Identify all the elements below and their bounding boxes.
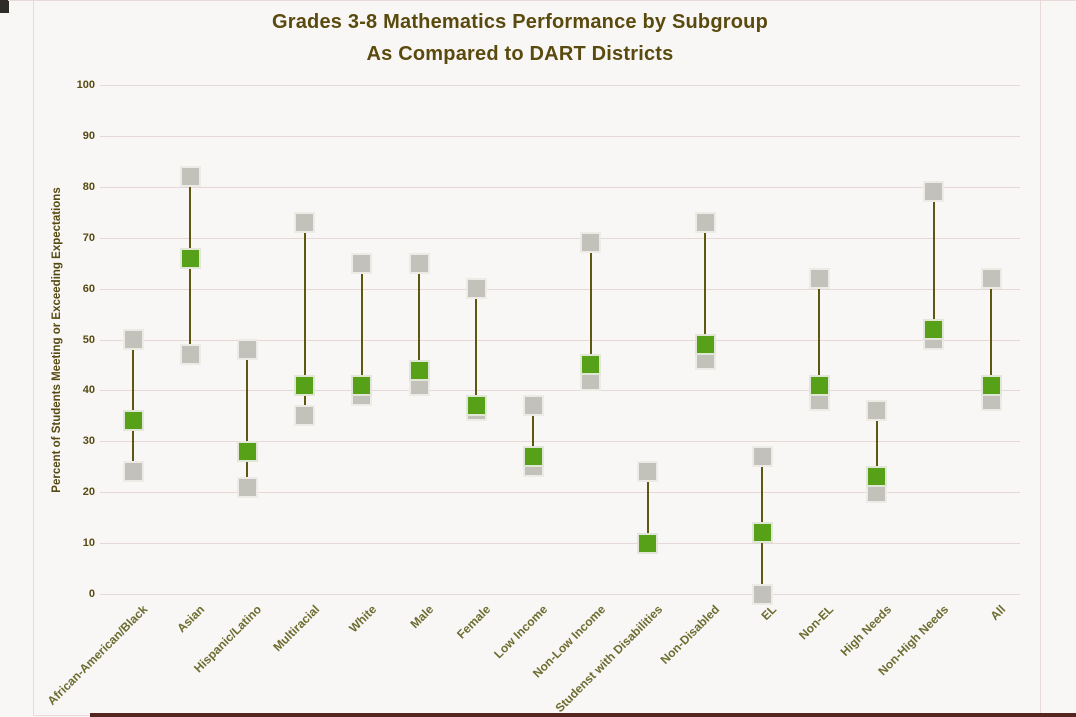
hilo-connector-line	[132, 339, 134, 472]
hilo-connector-line	[646, 471, 649, 544]
district-value-marker	[580, 354, 602, 376]
dart-high-marker	[408, 252, 430, 274]
dart-high-marker	[637, 461, 659, 483]
category-label: African-American/Black	[44, 602, 151, 708]
district-value-marker	[236, 440, 258, 462]
district-value-marker	[808, 374, 830, 396]
hilo-connector-line	[990, 278, 992, 401]
chart-border-left	[33, 0, 34, 716]
y-tick-label: 100	[76, 79, 95, 91]
hilo-connector-line	[246, 349, 249, 488]
chart-title: Grades 3-8 Mathematics Performance by Su…	[33, 6, 1007, 70]
district-value-marker	[294, 374, 316, 396]
gridline	[100, 339, 1020, 341]
district-value-marker	[179, 247, 201, 269]
dart-low-marker	[236, 476, 258, 498]
district-value-marker	[465, 395, 487, 417]
y-tick-label: 90	[82, 129, 95, 142]
gridline	[100, 135, 1020, 137]
dart-high-marker	[866, 400, 888, 422]
district-value-marker	[980, 374, 1002, 396]
gridline	[100, 543, 1020, 545]
y-tick-label: 80	[82, 180, 95, 193]
dart-high-marker	[465, 278, 487, 300]
district-value-marker	[866, 466, 888, 488]
y-tick-label: 10	[82, 537, 95, 550]
dart-high-marker	[522, 395, 544, 417]
dart-high-marker	[294, 211, 316, 233]
district-value-marker	[408, 359, 430, 381]
hilo-connector-line	[818, 278, 821, 401]
dart-high-marker	[751, 446, 773, 468]
hilo-connector-line	[475, 288, 478, 411]
bottom-accent-bar	[90, 713, 1076, 717]
gridline	[100, 186, 1020, 188]
gridline	[100, 441, 1020, 443]
hilo-connector-line	[360, 263, 363, 396]
district-value-marker	[923, 318, 945, 340]
dart-low-marker	[122, 461, 144, 483]
y-tick-label: 0	[88, 588, 95, 600]
dart-low-marker	[179, 344, 201, 366]
y-tick-label: 50	[82, 333, 95, 346]
district-value-marker	[751, 522, 773, 544]
corner-mark	[0, 0, 9, 13]
gridline	[100, 288, 1020, 290]
chart-border-top	[8, 0, 1076, 1]
district-value-marker	[637, 532, 659, 554]
dart-high-marker	[980, 267, 1002, 289]
dart-high-marker	[808, 267, 830, 289]
dart-high-marker	[122, 329, 144, 350]
gridline	[100, 390, 1020, 392]
dart-high-marker	[236, 339, 258, 361]
hilo-connector-line	[532, 405, 535, 467]
hilo-connector-line	[875, 410, 878, 493]
gridline	[100, 85, 1020, 86]
y-tick-label: 30	[82, 435, 95, 448]
gridline	[100, 237, 1020, 239]
y-tick-label: 70	[82, 231, 95, 244]
hilo-connector-line	[704, 222, 706, 360]
hilo-connector-line	[589, 242, 592, 381]
district-value-marker	[522, 446, 544, 468]
hilo-connector-line	[932, 191, 935, 340]
chart-title-line2: As Compared to DART Districts	[366, 43, 674, 65]
dart-low-marker	[294, 405, 316, 427]
dart-high-marker	[351, 252, 373, 274]
hilo-connector-line	[418, 263, 420, 386]
dart-low-marker	[751, 583, 773, 605]
hilo-connector-line	[303, 222, 306, 416]
dart-high-marker	[580, 232, 602, 254]
y-tick-label: 20	[82, 486, 95, 499]
chart-border-right	[1040, 0, 1041, 716]
dart-high-marker	[923, 181, 945, 203]
gridline	[100, 492, 1020, 494]
district-value-marker	[351, 374, 373, 396]
y-tick-label: 60	[82, 282, 95, 295]
y-tick-label: 40	[82, 384, 95, 397]
dart-high-marker	[694, 211, 716, 233]
district-value-marker	[694, 334, 716, 356]
dart-high-marker	[179, 166, 201, 188]
district-value-marker	[122, 410, 144, 432]
chart-title-line1: Grades 3-8 Mathematics Performance by Su…	[271, 11, 768, 33]
gridline	[100, 594, 1020, 595]
